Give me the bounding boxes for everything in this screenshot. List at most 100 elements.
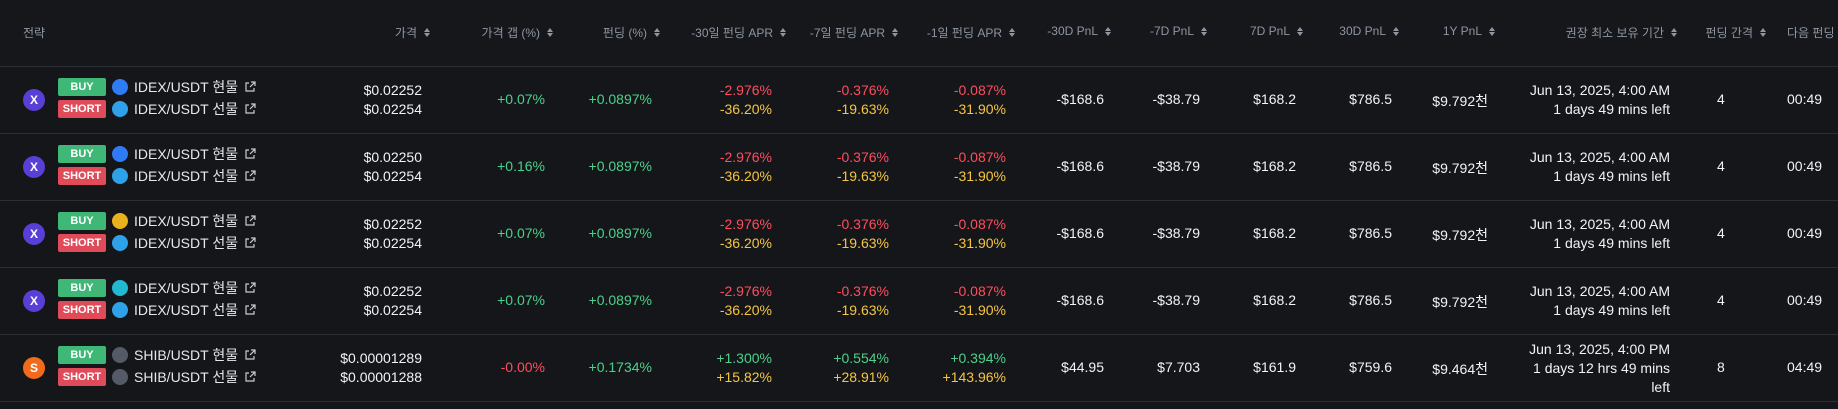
- apr7-rate: +0.554%: [833, 350, 889, 366]
- external-link-icon[interactable]: [244, 103, 256, 115]
- header-pnl1y[interactable]: 1Y PnL: [1399, 24, 1495, 38]
- short-pair-name: IDEX/USDT 선물: [134, 235, 239, 251]
- apr1-cell: -0.087% -31.90%: [898, 282, 1006, 320]
- apr30-cell: +1.300% +15.82%: [660, 349, 772, 387]
- next-funding: 00:49: [1787, 225, 1823, 241]
- external-link-icon[interactable]: [244, 349, 256, 361]
- external-link-icon[interactable]: [244, 282, 256, 294]
- apr7-apr: -19.63%: [836, 235, 889, 251]
- buy-pair-name: IDEX/USDT 현물: [134, 280, 239, 296]
- header-price-label: 가격: [394, 26, 417, 40]
- external-link-icon[interactable]: [244, 215, 256, 227]
- external-link-icon[interactable]: [244, 237, 256, 249]
- price-cell: $0.00001289 $0.00001288: [300, 349, 422, 387]
- apr30-cell: -2.976% -36.20%: [660, 282, 772, 320]
- short-pair-name: IDEX/USDT 선물: [134, 168, 239, 184]
- protocol-icon: X: [23, 223, 45, 245]
- hold-remaining: 1 days 49 mins left: [1553, 302, 1670, 318]
- table-row[interactable]: S BUY SHIB/USDT 현물 SHORT SHIB/USDT 선물 $0…: [0, 335, 1838, 402]
- pnl7neg: -$38.79: [1152, 292, 1200, 308]
- pnl30: $786.5: [1349, 225, 1392, 241]
- header-pnl30neg[interactable]: -30D PnL: [1015, 24, 1111, 38]
- buy-leg: BUY IDEX/USDT 현물: [58, 211, 256, 231]
- sort-icon[interactable]: [1760, 28, 1766, 37]
- apr30-apr: +15.82%: [716, 369, 772, 385]
- header-hold[interactable]: 권장 최소 보유 기간: [1495, 24, 1677, 41]
- header-next[interactable]: 다음 펀딩: [1787, 24, 1835, 41]
- apr30-cell: -2.976% -36.20%: [660, 148, 772, 186]
- price-gap: -0.00%: [500, 359, 545, 375]
- hold-date: Jun 13, 2025, 4:00 AM: [1529, 82, 1670, 98]
- external-link-icon[interactable]: [244, 170, 256, 182]
- sort-icon[interactable]: [1105, 26, 1111, 36]
- buy-badge: BUY: [58, 346, 106, 364]
- price-cell: $0.02252 $0.02254: [300, 215, 422, 253]
- sort-icon[interactable]: [1297, 26, 1303, 36]
- pnl7: $168.2: [1253, 225, 1296, 241]
- header-apr1[interactable]: -1일 펀딩 APR: [898, 24, 1015, 41]
- sort-icon[interactable]: [424, 28, 430, 37]
- table-row[interactable]: X BUY IDEX/USDT 현물 SHORT IDEX/USDT 선물 $0…: [0, 67, 1838, 134]
- sort-icon[interactable]: [654, 28, 660, 37]
- price-cell: $0.02252 $0.02254: [300, 81, 422, 119]
- apr1-cell: -0.087% -31.90%: [898, 148, 1006, 186]
- next-funding: 00:49: [1787, 292, 1823, 308]
- pnl7neg: $7.703: [1157, 359, 1200, 375]
- apr7-apr: -19.63%: [836, 302, 889, 318]
- exchange-icon: [112, 213, 128, 229]
- external-link-icon[interactable]: [244, 304, 256, 316]
- header-funding[interactable]: 펀딩 (%): [553, 24, 660, 41]
- buy-badge: BUY: [58, 212, 106, 230]
- header-pnl30[interactable]: 30D PnL: [1303, 24, 1399, 38]
- exchange-icon: [112, 347, 128, 363]
- table-header: 전략 가격 가격 갭 (%) 펀딩 (%) -30일 펀딩 APR -7일 펀딩…: [0, 0, 1838, 67]
- protocol-icon: X: [23, 290, 45, 312]
- futures-price: $0.00001288: [340, 369, 422, 385]
- apr7-cell: -0.376% -19.63%: [786, 215, 889, 253]
- exchange-icon: [112, 168, 128, 184]
- table-row[interactable]: X BUY IDEX/USDT 현물 SHORT IDEX/USDT 선물 $0…: [0, 268, 1838, 335]
- sort-icon[interactable]: [1489, 26, 1495, 36]
- sort-icon[interactable]: [1009, 28, 1015, 37]
- pnl30neg: -$168.6: [1056, 91, 1104, 107]
- spot-price: $0.02252: [363, 82, 422, 98]
- hold-date: Jun 13, 2025, 4:00 AM: [1529, 149, 1670, 165]
- futures-price: $0.02254: [363, 235, 422, 251]
- short-badge: SHORT: [58, 234, 106, 252]
- header-apr30[interactable]: -30일 펀딩 APR: [660, 24, 786, 41]
- hold-remaining: 1 days 49 mins left: [1553, 235, 1670, 251]
- pnl1y: $9.792천: [1432, 294, 1488, 310]
- exchange-icon: [112, 79, 128, 95]
- hold-remaining: 1 days 12 hrs 49 mins: [1533, 360, 1670, 376]
- sort-icon[interactable]: [1393, 26, 1399, 36]
- apr7-cell: -0.376% -19.63%: [786, 148, 889, 186]
- short-pair-name: SHIB/USDT 선물: [134, 369, 239, 385]
- external-link-icon[interactable]: [244, 148, 256, 160]
- sort-icon[interactable]: [1671, 28, 1677, 37]
- min-hold-period: Jun 13, 2025, 4:00 AM 1 days 49 mins lef…: [1495, 215, 1670, 253]
- header-apr7[interactable]: -7일 펀딩 APR: [786, 24, 898, 41]
- header-price[interactable]: 가격: [300, 24, 430, 41]
- funding-interval: 4: [1717, 225, 1725, 241]
- sort-icon[interactable]: [892, 28, 898, 37]
- hold-remaining: 1 days 49 mins left: [1553, 101, 1670, 117]
- header-pnl7[interactable]: 7D PnL: [1207, 24, 1303, 38]
- sort-icon[interactable]: [547, 28, 553, 37]
- pnl7: $168.2: [1253, 292, 1296, 308]
- funding-rate: +0.0897%: [588, 292, 652, 308]
- header-price-gap[interactable]: 가격 갭 (%): [430, 24, 553, 41]
- futures-price: $0.02254: [363, 168, 422, 184]
- table-row[interactable]: X BUY IDEX/USDT 현물 SHORT IDEX/USDT 선물 $0…: [0, 134, 1838, 201]
- funding-interval: 4: [1717, 91, 1725, 107]
- short-leg: SHORT IDEX/USDT 선물: [58, 99, 256, 119]
- apr7-cell: -0.376% -19.63%: [786, 282, 889, 320]
- external-link-icon[interactable]: [244, 371, 256, 383]
- min-hold-period: Jun 13, 2025, 4:00 AM 1 days 49 mins lef…: [1495, 148, 1670, 186]
- header-pnl7neg[interactable]: -7D PnL: [1111, 24, 1207, 38]
- external-link-icon[interactable]: [244, 81, 256, 93]
- pnl30: $759.6: [1349, 359, 1392, 375]
- sort-icon[interactable]: [780, 28, 786, 37]
- header-interval[interactable]: 펀딩 간격: [1677, 24, 1766, 41]
- sort-icon[interactable]: [1201, 26, 1207, 36]
- table-row[interactable]: X BUY IDEX/USDT 현물 SHORT IDEX/USDT 선물 $0…: [0, 201, 1838, 268]
